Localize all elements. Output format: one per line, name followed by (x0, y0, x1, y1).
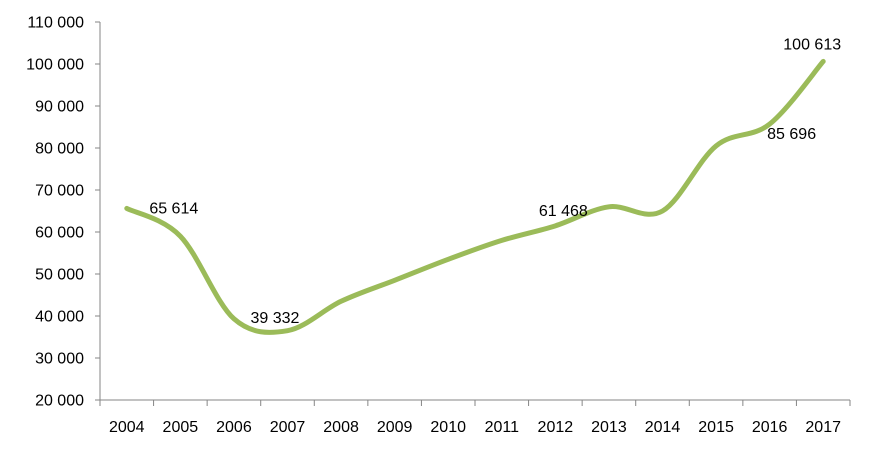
x-tick-label: 2004 (109, 419, 145, 436)
y-tick-label: 70 000 (35, 183, 84, 200)
x-tick-label: 2011 (485, 419, 520, 436)
data-point (821, 59, 826, 64)
data-point (392, 278, 397, 283)
x-tick-label: 2016 (752, 419, 788, 436)
x-tick-label: 2007 (270, 419, 306, 436)
y-tick-label: 100 000 (26, 57, 84, 74)
y-tick-label: 30 000 (35, 351, 84, 368)
data-label: 100 613 (783, 36, 841, 53)
data-point (231, 316, 236, 321)
x-tick-label: 2013 (591, 419, 627, 436)
x-tick-label: 2008 (323, 419, 359, 436)
x-tick-label: 2009 (377, 419, 413, 436)
data-point (446, 257, 451, 262)
x-tick-label: 2014 (645, 419, 681, 436)
y-tick-label: 40 000 (35, 309, 84, 326)
data-point (499, 238, 504, 243)
data-label: 39 332 (250, 310, 299, 327)
series (124, 58, 826, 335)
series-line (124, 58, 826, 335)
y-tick-label: 80 000 (35, 141, 84, 158)
data-label: 61 468 (539, 203, 588, 220)
data-point (606, 204, 611, 209)
x-tick-label: 2010 (430, 419, 466, 436)
x-tick-label: 2012 (538, 419, 574, 436)
data-labels: 65 614 39 332 61 468 85 696 100 613 (149, 36, 841, 326)
x-tick-label: 2005 (163, 419, 199, 436)
y-tick-label: 90 000 (35, 99, 84, 116)
data-label: 65 614 (149, 200, 198, 217)
x-axis: 2004 2005 2006 2007 2008 2009 2010 2011 2012 2013… (99, 399, 851, 436)
data-label: 85 696 (767, 126, 816, 143)
y-axis: 20 000 30 000 40 000 50 000 60 000 70 000 80 0… (26, 15, 101, 410)
y-tick-label: 20 000 (35, 393, 84, 410)
y-tick-label: 110 000 (27, 15, 84, 32)
data-point (714, 143, 719, 148)
data-point (285, 328, 290, 333)
x-tick-label: 2017 (805, 419, 841, 436)
data-point (553, 223, 558, 228)
data-point (660, 209, 665, 214)
y-tick-label: 50 000 (35, 267, 84, 284)
x-tick-label: 2015 (698, 419, 734, 436)
x-tick-label: 2006 (216, 419, 252, 436)
data-point (124, 206, 129, 211)
data-point (178, 234, 183, 239)
data-point (339, 299, 344, 304)
y-tick-label: 60 000 (35, 225, 84, 242)
